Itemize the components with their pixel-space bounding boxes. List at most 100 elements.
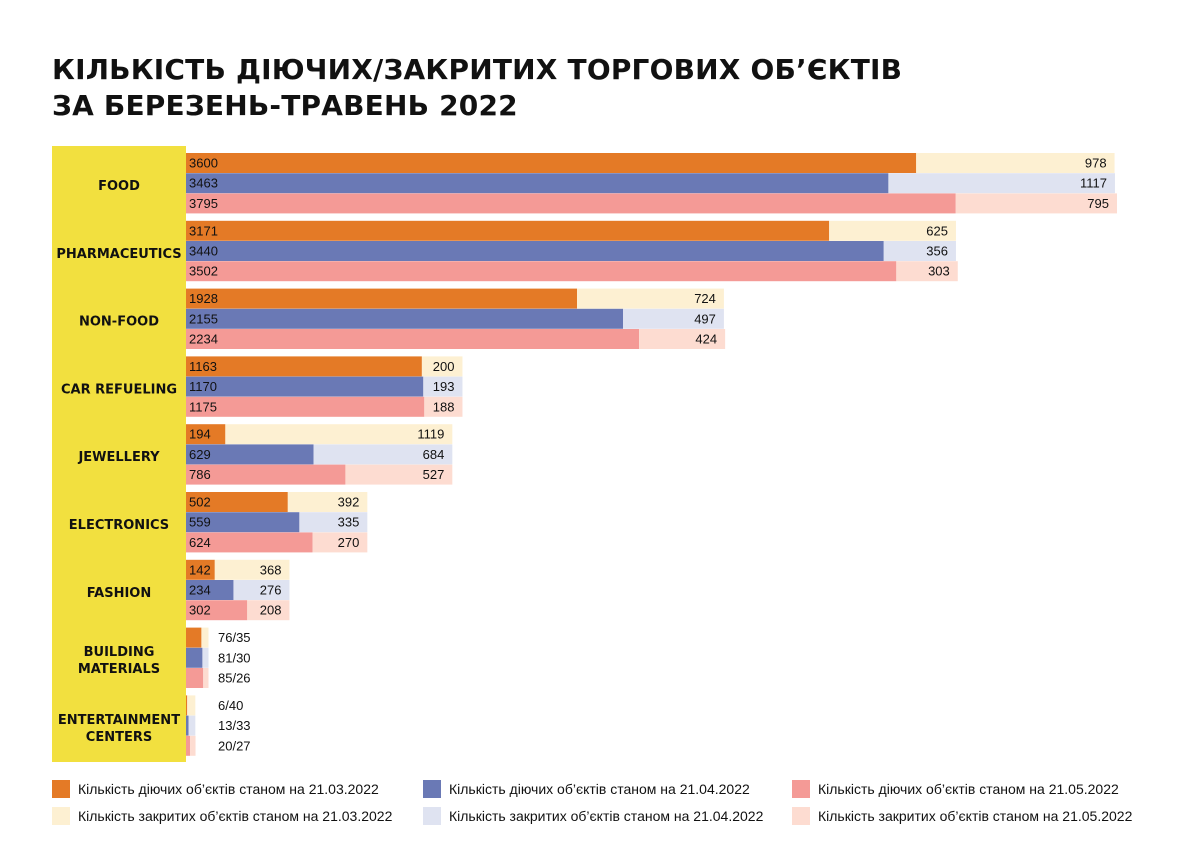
data-label-open-food-3: 3795 [189,196,218,211]
bar-open-jewellery-1 [186,424,226,445]
legend-item-closed-may: Кількість закритих об’єктів станом на 21… [792,807,1132,825]
data-label-closed-car-refueling-2: 193 [433,379,455,394]
data-label-open-non-food-3: 2234 [189,332,218,347]
category-label-food: FOOD [98,179,140,194]
data-label-closed-food-3: 795 [1087,196,1109,211]
data-label-open-jewellery-3: 786 [189,467,211,482]
bar-closed-fashion-1 [214,559,290,580]
data-label-open-jewellery-1: 194 [189,427,211,442]
bar-closed-food-1 [916,153,1115,173]
bar-closed-car-refueling-3 [424,396,463,417]
category-label-jewellery: JEWELLERY [77,450,160,465]
bar-open-electronics-2 [186,512,300,533]
data-label-entertainment-centers-3: 20/27 [218,738,251,753]
data-label-closed-jewellery-2: 684 [423,447,445,462]
legend-item-closed-march: Кількість закритих об’єктів станом на 21… [52,807,392,825]
bar-open-car-refueling-2 [186,376,424,397]
bar-closed-electronics-1 [287,492,368,512]
bar-open-non-food-3 [186,329,640,349]
bar-open-food-2 [186,173,889,194]
data-label-open-pharmaceutics-1: 3171 [189,223,218,238]
legend-label-closed-may: Кількість закритих об’єктів станом на 21… [818,808,1133,824]
bar-closed-jewellery-1 [225,424,453,445]
data-label-open-pharmaceutics-2: 3440 [189,244,218,259]
legend-swatch-closed-april [423,807,441,825]
data-label-open-non-food-1: 1928 [189,291,218,306]
data-label-closed-jewellery-1: 1119 [417,427,444,442]
bar-open-fashion-1 [186,559,215,580]
bar-closed-food-3 [955,193,1117,214]
data-label-closed-non-food-2: 497 [694,311,716,326]
bar-open-food-1 [186,153,917,173]
data-label-open-pharmaceutics-3: 3502 [189,264,218,279]
legend-item-closed-april: Кількість закритих об’єктів станом на 21… [423,807,763,825]
category-label-electronics: ELECTRONICS [69,518,169,533]
bar-open-electronics-1 [186,492,288,512]
data-label-open-electronics-3: 624 [189,535,211,550]
data-label-closed-car-refueling-3: 188 [433,399,455,414]
bar-closed-fashion-2 [233,580,290,600]
category-label-entertainment-centers-line2: CENTERS [86,730,152,745]
bar-open-pharmaceutics-3 [186,261,897,282]
bar-open-pharmaceutics-2 [186,241,884,261]
bar-open-non-food-2 [186,308,624,329]
data-label-closed-food-1: 978 [1085,156,1107,171]
bar-closed-pharmaceutics-2 [883,241,956,261]
bar-open-fashion-2 [186,580,234,600]
data-label-open-car-refueling-3: 1175 [189,399,217,414]
bar-open-building-materials-2 [186,647,203,668]
category-label-building-materials-line1: BUILDING [84,645,155,660]
bar-open-entertainment-centers-3 [186,735,191,756]
legend-swatch-open-march [52,780,70,798]
legend-swatch-closed-may [792,807,810,825]
bar-closed-car-refueling-1 [421,356,463,377]
chart-title-line2: ЗА БЕРЕЗЕНЬ-ТРАВЕНЬ 2022 [52,89,518,122]
bar-closed-building-materials-2 [202,647,209,668]
bar-closed-entertainment-centers-3 [190,735,196,756]
bar-closed-jewellery-2 [313,444,453,465]
bar-closed-non-food-3 [639,329,726,349]
data-label-closed-pharmaceutics-3: 303 [928,264,950,279]
data-label-closed-fashion-2: 276 [260,583,282,598]
data-label-open-fashion-2: 234 [189,583,211,598]
data-label-closed-food-2: 1117 [1080,176,1107,191]
bar-open-car-refueling-3 [186,396,425,417]
data-label-open-fashion-3: 302 [189,603,211,618]
data-label-closed-non-food-1: 724 [694,291,716,306]
bar-open-pharmaceutics-1 [186,220,830,241]
bar-closed-non-food-2 [623,308,724,329]
data-label-closed-electronics-3: 270 [338,535,360,550]
category-label-car-refueling: CAR REFUELING [61,382,177,397]
data-label-closed-jewellery-3: 527 [423,467,445,482]
bar-closed-food-2 [888,173,1115,194]
category-label-non-food: NON-FOOD [79,315,159,330]
bar-closed-pharmaceutics-1 [829,220,956,241]
bar-open-entertainment-centers-2 [186,715,189,736]
data-label-entertainment-centers-1: 6/40 [218,698,243,713]
data-label-closed-car-refueling-1: 200 [433,359,455,374]
data-label-closed-fashion-1: 368 [260,562,282,577]
category-label-entertainment-centers-line1: ENTERTAINMENT [58,713,180,728]
legend-item-open-may: Кількість діючих об’єктів станом на 21.0… [792,780,1119,798]
data-label-closed-pharmaceutics-1: 625 [926,223,948,238]
bar-closed-entertainment-centers-2 [188,715,196,736]
data-label-closed-fashion-3: 208 [260,603,282,618]
data-label-open-jewellery-2: 629 [189,447,211,462]
category-label-building-materials-line2: MATERIALS [78,662,160,677]
bar-open-jewellery-3 [186,464,346,485]
bar-closed-building-materials-1 [201,627,209,648]
bar-closed-entertainment-centers-1 [187,695,196,716]
legend-swatch-open-may [792,780,810,798]
bar-closed-non-food-1 [577,288,724,309]
bar-closed-jewellery-3 [345,464,453,485]
bar-closed-electronics-2 [299,512,368,533]
bar-closed-fashion-3 [247,600,290,621]
bar-closed-pharmaceutics-3 [896,261,958,282]
data-label-open-electronics-2: 559 [189,515,211,530]
bar-open-entertainment-centers-1 [186,695,188,716]
bar-open-building-materials-3 [186,668,204,688]
data-label-closed-non-food-3: 424 [695,332,717,347]
data-label-open-non-food-2: 2155 [189,311,218,326]
bar-closed-building-materials-3 [203,668,209,688]
